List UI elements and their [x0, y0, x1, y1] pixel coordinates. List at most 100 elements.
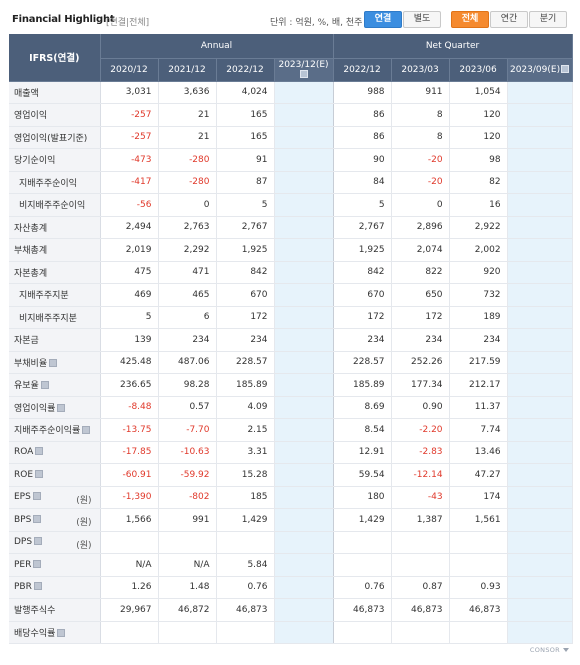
info-icon[interactable]	[33, 582, 42, 591]
table-cell: 98.28	[158, 373, 217, 397]
table-cell: 2,767	[216, 216, 275, 239]
table-cell: 8	[391, 103, 450, 127]
annual-button[interactable]: 연간	[490, 11, 528, 28]
quarter-button[interactable]: 분기	[529, 11, 567, 28]
table-cell: 1.26	[100, 576, 159, 599]
table-cell	[274, 463, 334, 487]
table-cell: 1,429	[216, 508, 275, 532]
info-icon[interactable]	[40, 381, 49, 390]
row-label: EPS (원)	[9, 486, 101, 509]
row-label: 당기순이익	[9, 148, 101, 172]
table-cell: 988	[333, 81, 392, 104]
table-cell: 82	[449, 171, 508, 194]
annual-group-header: Annual	[100, 34, 334, 59]
table-cell: 4,024	[216, 81, 275, 104]
table-cell	[216, 621, 275, 644]
table-cell	[507, 598, 573, 622]
table-cell	[274, 621, 334, 644]
column-header: 2023/12(E)	[274, 58, 334, 82]
info-icon[interactable]	[35, 447, 44, 456]
table-cell: N/A	[158, 553, 217, 577]
info-icon[interactable]	[57, 403, 66, 412]
table-cell: -7.70	[158, 418, 217, 442]
table-cell: 165	[216, 126, 275, 149]
dropdown-icon[interactable]	[563, 648, 569, 652]
table-cell: 47.27	[449, 463, 508, 487]
table-row: 자산총계 2,494 2,763 2,767 2,767 2,896 2,922	[9, 216, 573, 239]
table-cell: 15.28	[216, 463, 275, 487]
table-cell	[274, 216, 334, 239]
table-cell: 21	[158, 103, 217, 127]
info-icon[interactable]	[33, 559, 42, 568]
table-cell	[507, 463, 573, 487]
table-cell	[274, 531, 334, 554]
table-cell: 0.87	[391, 576, 450, 599]
table-cell: 1,925	[333, 238, 392, 262]
table-cell	[274, 283, 334, 307]
table-cell: 0.90	[391, 396, 450, 419]
table-row: DPS (원)	[9, 531, 573, 554]
table-cell: 0	[158, 193, 217, 217]
table-row: 지배주주지분 469 465 670 670 650 732	[9, 283, 573, 307]
table-cell: 46,873	[216, 598, 275, 622]
info-icon[interactable]	[34, 537, 43, 546]
table-cell: 4.09	[216, 396, 275, 419]
row-label: DPS (원)	[9, 531, 101, 554]
table-cell	[507, 418, 573, 442]
table-cell	[100, 621, 159, 644]
info-icon[interactable]	[49, 358, 58, 367]
estimate-info-icon[interactable]	[300, 69, 309, 78]
table-cell: 90	[333, 148, 392, 172]
table-cell: 46,873	[449, 598, 508, 622]
table-cell	[274, 328, 334, 352]
table-cell: 471	[158, 261, 217, 284]
table-cell: 670	[333, 283, 392, 307]
table-cell: -17.85	[100, 441, 159, 464]
table-cell	[274, 373, 334, 397]
consolidated-button[interactable]: 연결	[364, 11, 402, 28]
table-cell	[507, 81, 573, 104]
table-row: ROA -17.85 -10.63 3.31 12.91 -2.83 13.46	[9, 441, 573, 464]
table-cell: 11.37	[449, 396, 508, 419]
info-icon[interactable]	[57, 628, 66, 637]
table-row: 부채총계 2,019 2,292 1,925 1,925 2,074 2,002	[9, 238, 573, 262]
table-cell: 98	[449, 148, 508, 172]
table-cell: -13.75	[100, 418, 159, 442]
table-cell	[507, 126, 573, 149]
table-cell: 465	[158, 283, 217, 307]
table-row: 지배주주순이익률 -13.75 -7.70 2.15 8.54 -2.20 7.74	[9, 418, 573, 442]
table-cell	[391, 531, 450, 554]
all-button[interactable]: 전체	[451, 11, 489, 28]
table-cell: 2,763	[158, 216, 217, 239]
info-icon[interactable]	[82, 426, 91, 435]
table-cell: -56	[100, 193, 159, 217]
separate-button[interactable]: 별도	[403, 11, 441, 28]
table-cell	[507, 508, 573, 532]
info-icon[interactable]	[32, 492, 41, 501]
row-label: 유보율	[9, 373, 101, 397]
table-cell: 165	[216, 103, 275, 127]
table-cell: 0.57	[158, 396, 217, 419]
table-row: 배당수익률	[9, 621, 573, 644]
table-cell	[274, 238, 334, 262]
table-cell	[507, 328, 573, 352]
table-cell: -60.91	[100, 463, 159, 487]
table-cell: -280	[158, 148, 217, 172]
table-row: 영업이익(발표기준) -257 21 165 86 8 120	[9, 126, 573, 149]
table-cell: 920	[449, 261, 508, 284]
table-row: PER N/A N/A 5.84	[9, 553, 573, 577]
highlight-header: Financial Highlight [연결|전체] 단위 : 억원, %, …	[0, 0, 580, 34]
column-header: 2022/12	[216, 58, 275, 82]
estimate-info-icon[interactable]	[561, 64, 570, 73]
table-cell	[274, 126, 334, 149]
table-cell: 236.65	[100, 373, 159, 397]
row-label: 자본금	[9, 328, 101, 352]
table-cell	[274, 351, 334, 374]
table-cell	[274, 441, 334, 464]
info-icon[interactable]	[35, 469, 44, 478]
table-row: 매출액 3,031 3,636 4,024 988 911 1,054	[9, 81, 573, 104]
table-cell	[158, 531, 217, 554]
table-cell	[274, 193, 334, 217]
table-cell: 2,494	[100, 216, 159, 239]
info-icon[interactable]	[33, 514, 42, 523]
